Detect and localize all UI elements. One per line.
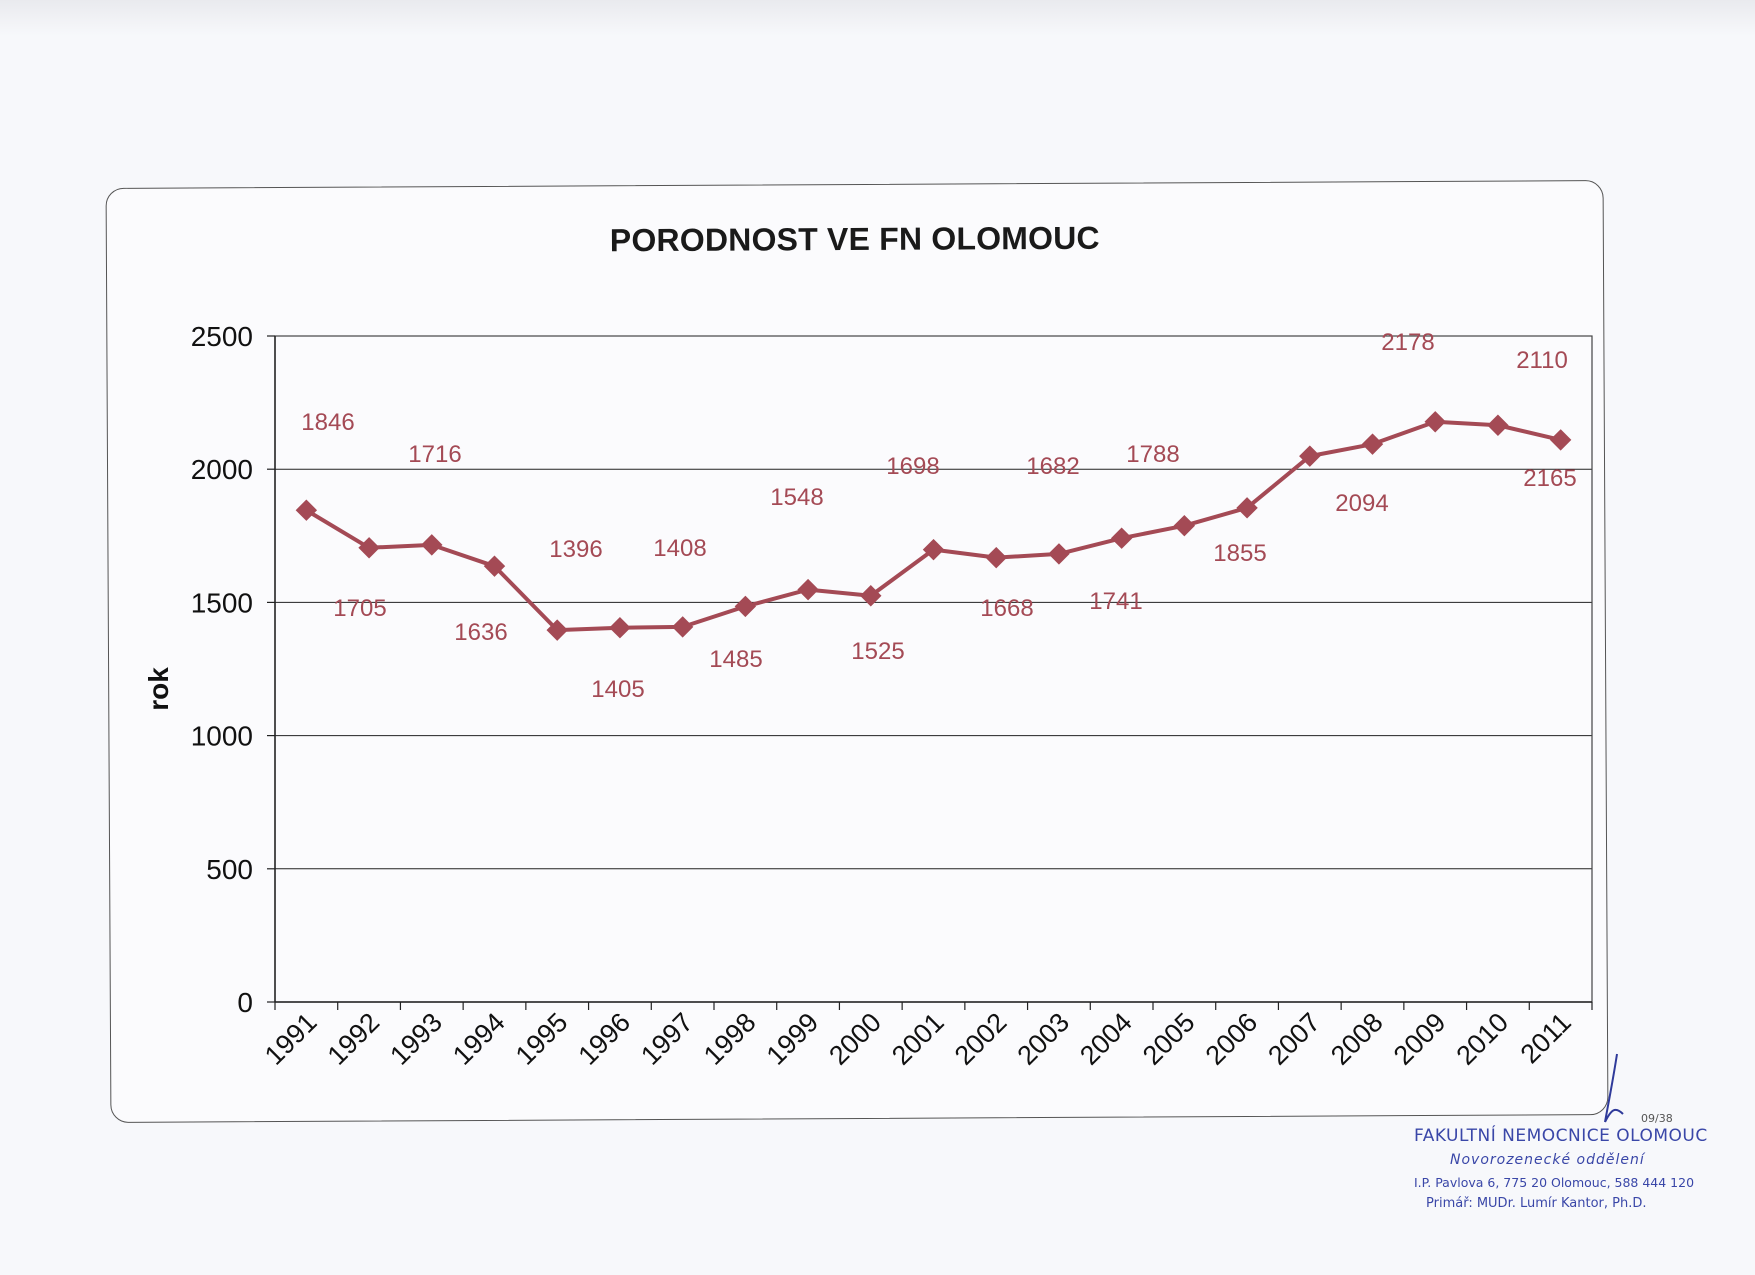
data-marker: [922, 538, 945, 561]
data-marker: [1236, 497, 1258, 519]
y-tick-label: 0: [237, 987, 253, 1018]
y-tick-label: 2000: [191, 454, 253, 485]
data-marker: [421, 534, 443, 556]
data-marker: [860, 585, 882, 607]
data-label: 2110: [1516, 347, 1568, 374]
signature: [1604, 1053, 1624, 1123]
data-marker: [671, 616, 694, 638]
x-tick-label: 2009: [1388, 1007, 1452, 1071]
y-tick-labels: 0 500 1000 1500 2000 2500: [191, 321, 275, 1018]
data-label: 1668: [980, 595, 1033, 622]
x-tick-label: 1991: [259, 1007, 323, 1071]
data-label: 1548: [770, 484, 823, 511]
x-tick-label: 2006: [1200, 1007, 1264, 1071]
data-labels: 1846 1705 1716 1636 1396 1405 1408 1485 1548 1525…: [301, 329, 1576, 703]
data-label: 1682: [1026, 453, 1079, 480]
data-label: 1405: [591, 676, 644, 703]
data-label: 2165: [1523, 465, 1576, 492]
data-marker: [609, 617, 631, 639]
page-number: 09/38: [1641, 1112, 1673, 1125]
y-tick-label: 2500: [191, 321, 253, 352]
y-tick-label: 1000: [191, 721, 253, 752]
x-tick-label: 1993: [384, 1007, 448, 1071]
x-tick-label: 1996: [572, 1007, 636, 1071]
data-marker: [1487, 414, 1509, 436]
data-marker: [1424, 411, 1446, 433]
data-label: 1705: [333, 595, 386, 622]
grid-lines: [275, 335, 1592, 870]
x-tick-label: 2004: [1074, 1007, 1138, 1071]
stamp-chief: Primář: MUDr. Lumír Kantor, Ph.D.: [1426, 1196, 1647, 1211]
data-marker: [1361, 433, 1384, 455]
data-marker: [1549, 429, 1572, 451]
data-marker: [483, 555, 506, 577]
data-label: 2178: [1381, 329, 1434, 356]
x-tick-label: 2001: [886, 1007, 950, 1071]
x-tick-label: 2008: [1325, 1007, 1389, 1071]
x-tick-label: 2010: [1450, 1007, 1514, 1071]
stamp-address: I.P. Pavlova 6, 775 20 Olomouc, 588 444 …: [1414, 1175, 1695, 1190]
data-marker: [1048, 543, 1070, 565]
x-tick-label: 1992: [322, 1007, 386, 1071]
data-label: 1846: [301, 409, 354, 436]
data-label: 1525: [851, 638, 904, 665]
data-marker: [1299, 445, 1321, 467]
data-marker: [358, 537, 380, 559]
data-marker: [985, 546, 1007, 569]
x-tick-label: 1999: [761, 1007, 825, 1071]
x-tick-label: 2011: [1515, 1007, 1577, 1069]
x-tick-label: 2005: [1137, 1007, 1201, 1071]
hospital-stamp: FAKULTNÍ NEMOCNICE OLOMOUC Novorozenecké…: [1400, 1108, 1707, 1218]
stamp-department: Novorozenecké oddělení: [1450, 1152, 1645, 1168]
data-marker: [1110, 527, 1133, 549]
x-tick-label: 2007: [1262, 1007, 1326, 1071]
x-tick-label: 2002: [949, 1007, 1013, 1071]
data-label: 1408: [653, 535, 706, 562]
x-tick-label: 1998: [698, 1007, 762, 1071]
data-label: 1485: [709, 646, 762, 673]
data-label: 1788: [1126, 441, 1179, 468]
data-markers: [295, 411, 1572, 641]
data-marker: [546, 619, 568, 641]
data-label: 1396: [549, 536, 602, 563]
scan-edge: [0, 0, 1755, 36]
data-label: 1855: [1213, 540, 1266, 567]
y-tick-label: 1500: [191, 587, 253, 618]
data-label: 1716: [408, 441, 461, 468]
y-axis-label: rok: [143, 667, 174, 711]
x-tick-label: 1997: [635, 1007, 699, 1071]
data-label: 1741: [1089, 588, 1142, 615]
x-tick-label: 2003: [1011, 1007, 1075, 1071]
data-marker: [295, 499, 318, 521]
data-marker: [1173, 514, 1196, 537]
y-tick-label: 500: [206, 854, 253, 885]
axes: [274, 335, 1593, 1003]
x-tick-label: 2000: [823, 1007, 887, 1071]
data-label: 1636: [454, 619, 507, 646]
x-tick-labels: 1991 1992 1993 1994 1995 1996 1997 1998 1999 2000…: [259, 1002, 1593, 1071]
stamp-hospital-name: FAKULTNÍ NEMOCNICE OLOMOUC: [1414, 1126, 1708, 1146]
x-tick-label: 1994: [447, 1007, 511, 1071]
data-marker: [797, 578, 819, 601]
data-label: 2094: [1335, 490, 1388, 517]
x-tick-label: 1995: [510, 1007, 574, 1071]
data-label: 1698: [886, 453, 939, 480]
data-marker: [734, 595, 757, 618]
